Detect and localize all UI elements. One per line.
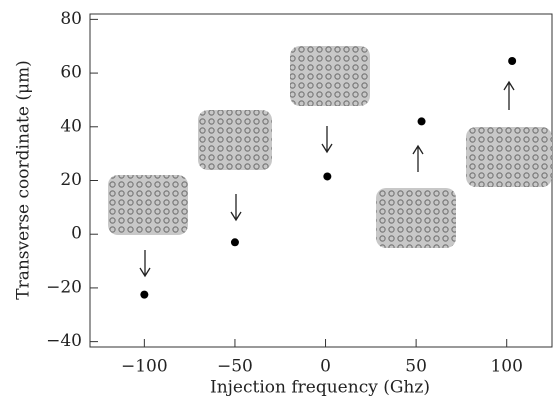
data-point bbox=[323, 172, 332, 181]
x-tick-label: 0 bbox=[320, 357, 331, 377]
y-tick-label: 40 bbox=[60, 116, 82, 136]
x-tick-label: 100 bbox=[490, 357, 522, 377]
y-tick-label: 80 bbox=[60, 9, 82, 29]
arrow bbox=[503, 80, 515, 110]
pattern-image bbox=[290, 46, 370, 106]
data-point bbox=[508, 56, 517, 65]
pattern-image bbox=[108, 175, 188, 235]
y-tick-label: 20 bbox=[60, 170, 82, 190]
y-tick-label: −20 bbox=[46, 277, 82, 297]
data-point bbox=[230, 238, 239, 247]
data-point bbox=[140, 290, 149, 299]
x-tick-label: −100 bbox=[121, 357, 168, 377]
arrow bbox=[412, 144, 424, 172]
arrows bbox=[139, 80, 515, 278]
arrow bbox=[230, 194, 242, 222]
arrow bbox=[139, 250, 151, 278]
pattern-image bbox=[198, 110, 272, 170]
pattern-image bbox=[466, 127, 552, 187]
x-tick-label: −50 bbox=[217, 357, 253, 377]
y-tick-label: −40 bbox=[46, 331, 82, 351]
arrow bbox=[321, 126, 333, 154]
x-tick-label: 50 bbox=[405, 357, 427, 377]
pattern-images bbox=[108, 46, 552, 248]
x-axis-label: Injection frequency (Ghz) bbox=[210, 378, 430, 398]
data-point bbox=[417, 117, 426, 126]
pattern-image bbox=[376, 188, 456, 248]
y-axis-label: Transverse coordinate (μm) bbox=[14, 60, 34, 300]
y-tick-label: 0 bbox=[71, 224, 82, 244]
y-tick-label: 60 bbox=[60, 63, 82, 83]
